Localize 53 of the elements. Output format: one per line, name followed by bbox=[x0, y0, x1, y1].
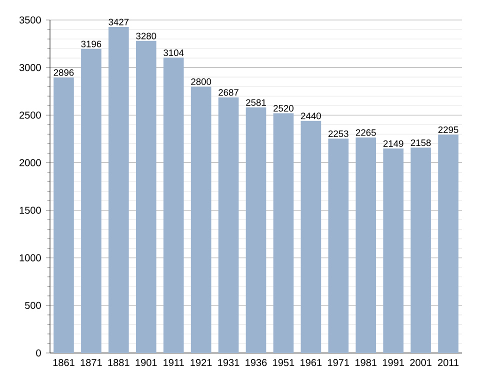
data-label: 2520 bbox=[274, 105, 294, 112]
x-tick-label: 1981 bbox=[356, 359, 377, 366]
bar bbox=[163, 58, 184, 353]
y-tick-label: 3000 bbox=[19, 64, 41, 72]
bar bbox=[410, 148, 431, 353]
bar bbox=[246, 107, 266, 353]
bar bbox=[328, 138, 349, 353]
bar bbox=[81, 48, 102, 353]
y-tick-label: 500 bbox=[25, 302, 41, 309]
bar bbox=[136, 40, 156, 353]
x-tick-label: 1936 bbox=[246, 359, 267, 366]
y-tick-label: 3500 bbox=[19, 16, 41, 24]
x-tick-label: 1921 bbox=[190, 359, 212, 366]
y-tick-label: 0 bbox=[36, 349, 41, 357]
x-tick-label: 2001 bbox=[410, 359, 432, 366]
bar bbox=[438, 134, 458, 353]
data-label: 2800 bbox=[191, 78, 212, 85]
data-label: 3196 bbox=[81, 40, 102, 48]
bar bbox=[300, 120, 322, 353]
bar bbox=[273, 113, 294, 353]
data-label: 2687 bbox=[218, 89, 238, 96]
x-tick-label: 1951 bbox=[273, 359, 294, 366]
data-label: 2158 bbox=[410, 139, 431, 146]
data-label: 2265 bbox=[356, 129, 376, 136]
data-label: 2253 bbox=[328, 130, 348, 138]
data-label: 3104 bbox=[164, 49, 184, 56]
y-tick-label: 1000 bbox=[20, 254, 41, 262]
data-label: 2581 bbox=[246, 99, 266, 106]
bar bbox=[383, 148, 404, 353]
x-tick-label: 1971 bbox=[328, 359, 350, 366]
bar bbox=[190, 86, 212, 353]
x-tick-label: 1931 bbox=[218, 359, 240, 366]
y-tick-label: 2000 bbox=[20, 159, 41, 166]
data-label: 2896 bbox=[54, 69, 74, 76]
bar bbox=[356, 137, 376, 353]
bar bbox=[218, 97, 239, 353]
data-label: 2295 bbox=[438, 126, 458, 134]
bar bbox=[54, 77, 74, 353]
x-tick-label: 1911 bbox=[164, 359, 184, 366]
data-label: 2440 bbox=[301, 112, 321, 120]
y-tick-label: 2500 bbox=[20, 112, 41, 119]
x-tick-label: 1901 bbox=[136, 359, 157, 366]
x-tick-label: 1861 bbox=[53, 359, 74, 366]
data-label: 3427 bbox=[108, 18, 129, 26]
x-tick-label: 2011 bbox=[438, 359, 459, 366]
x-tick-label: 1881 bbox=[108, 359, 130, 366]
x-tick-label: 1961 bbox=[300, 359, 322, 366]
x-tick-label: 1991 bbox=[382, 359, 404, 366]
data-label: 3280 bbox=[136, 32, 156, 40]
data-label: 2149 bbox=[383, 140, 404, 147]
x-tick-label: 1871 bbox=[80, 359, 102, 366]
y-tick-label: 1500 bbox=[20, 206, 41, 214]
bar bbox=[108, 26, 129, 353]
